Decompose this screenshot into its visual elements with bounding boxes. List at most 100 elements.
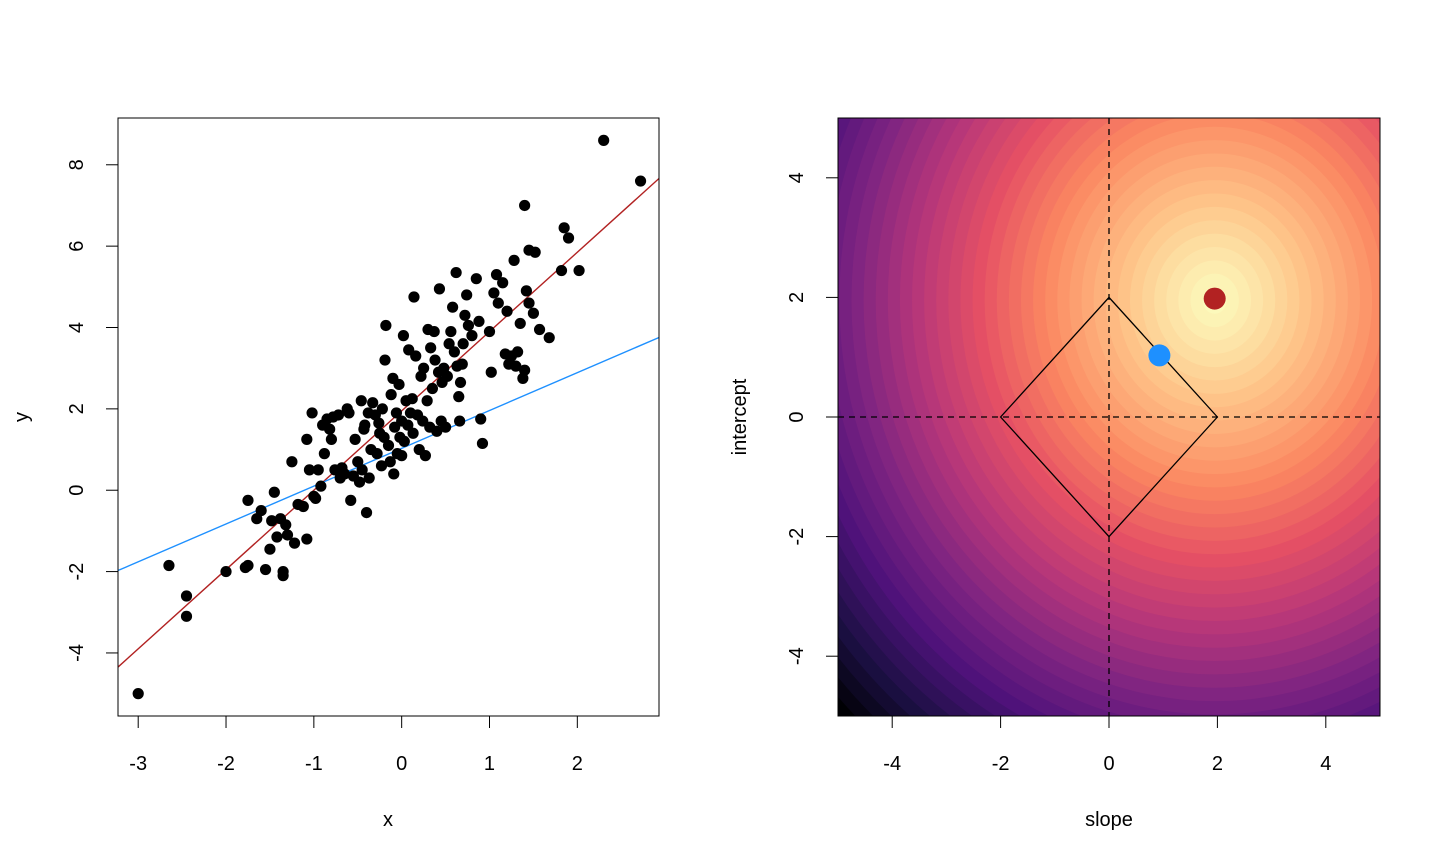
loss-heatmap-panel: -4 -2 0 2 4 -4 -2 0 2 4 slope intercept (729, 117, 1381, 831)
y-tick-label: -4 (786, 647, 808, 665)
x-tick-label: 2 (572, 753, 583, 775)
scatter-point (408, 291, 420, 303)
scatter-point (527, 307, 540, 319)
scatter-point (510, 360, 522, 372)
scatter-point (180, 610, 193, 622)
scatter-point (519, 364, 531, 376)
y-tick-label: 4 (786, 172, 808, 183)
coefficient-marker-2 (1148, 344, 1171, 367)
scatter-point (519, 199, 531, 212)
scatter-point (533, 323, 546, 336)
scatter-point (397, 330, 410, 342)
scatter-point (508, 254, 520, 266)
scatter-point (132, 688, 144, 700)
scatter-point (429, 354, 441, 366)
x-tick-label: -2 (217, 753, 235, 775)
x-tick-label: -3 (129, 753, 147, 775)
scatter-point (379, 354, 391, 366)
scatter-point (573, 264, 585, 277)
scatter-y-label: y (11, 412, 33, 422)
x-tick-label: 0 (396, 753, 407, 775)
scatter-point (425, 342, 437, 354)
scatter-point (461, 289, 473, 301)
scatter-point (380, 319, 392, 332)
scatter-point (356, 464, 368, 476)
scatter-point (396, 450, 408, 462)
scatter-point (441, 370, 453, 382)
scatter-point (514, 317, 526, 330)
scatter-point (382, 439, 395, 452)
scatter-point (512, 346, 524, 358)
scatter-point (318, 448, 330, 460)
scatter-point (454, 376, 467, 389)
scatter-point (388, 468, 400, 480)
scatter-point (277, 570, 289, 582)
scatter-point (385, 389, 397, 401)
scatter-point (343, 407, 355, 419)
scatter-point (384, 456, 396, 468)
scatter-point (301, 433, 313, 445)
scatter-point (483, 325, 496, 338)
scatter-point (367, 397, 379, 409)
scatter-point (402, 419, 414, 431)
scatter-point (488, 287, 500, 299)
scatter-point (529, 246, 541, 258)
scatter-point (466, 330, 478, 342)
scatter-point (475, 413, 487, 425)
scatter-points (132, 134, 647, 700)
coefficient-marker-1 (1203, 287, 1226, 310)
y-tick-label: -2 (66, 563, 88, 581)
scatter-point (280, 519, 292, 531)
scatter-point (555, 264, 568, 277)
constraint-overlay (838, 118, 1380, 716)
scatter-point (255, 504, 267, 517)
scatter-point (439, 421, 452, 433)
y-tick-label: -4 (66, 644, 88, 662)
regression-line-2 (118, 336, 659, 572)
scatter-point (271, 531, 283, 543)
scatter-point (332, 409, 345, 421)
x-tick-label: -2 (992, 753, 1010, 775)
x-tick-label: -4 (883, 753, 901, 775)
regression-line-1 (118, 177, 659, 668)
scatter-point (349, 433, 361, 445)
scatter-point (286, 456, 298, 468)
heatmap-y-label: intercept (729, 378, 751, 455)
scatter-point (180, 590, 193, 602)
scatter-point (324, 423, 336, 435)
scatter-point (264, 543, 276, 555)
scatter-point (459, 309, 471, 321)
scatter-point (448, 346, 460, 358)
scatter-point (453, 391, 465, 403)
scatter-point (490, 269, 503, 281)
scatter-y-axis: -4 -2 0 2 4 6 8 (66, 159, 118, 662)
scatter-point (523, 297, 535, 309)
scatter-point (454, 415, 466, 427)
x-tick-label: 4 (1320, 753, 1331, 775)
scatter-point (371, 448, 383, 460)
scatter-point (338, 468, 351, 480)
scatter-point (242, 494, 254, 506)
scatter-point (288, 537, 301, 549)
scatter-point (363, 472, 375, 484)
scatter-point (406, 393, 418, 405)
coefficient-markers (1148, 287, 1226, 367)
scatter-point (306, 407, 318, 419)
x-tick-label: 1 (484, 753, 495, 775)
y-tick-label: 0 (786, 411, 808, 422)
scatter-point (476, 437, 489, 450)
scatter-point (355, 395, 367, 407)
scatter-point (462, 319, 475, 332)
scatter-point (418, 362, 430, 374)
scatter-point (268, 486, 280, 498)
scatter-point (450, 266, 462, 279)
scatter-point (325, 433, 338, 445)
scatter-point (360, 506, 373, 519)
scatter-point (390, 407, 403, 419)
scatter-point (456, 358, 468, 370)
scatter-point (310, 492, 322, 504)
scatter-point (473, 315, 485, 328)
scatter-point (315, 480, 327, 492)
scatter-point (353, 476, 366, 488)
scatter-point (297, 500, 309, 513)
